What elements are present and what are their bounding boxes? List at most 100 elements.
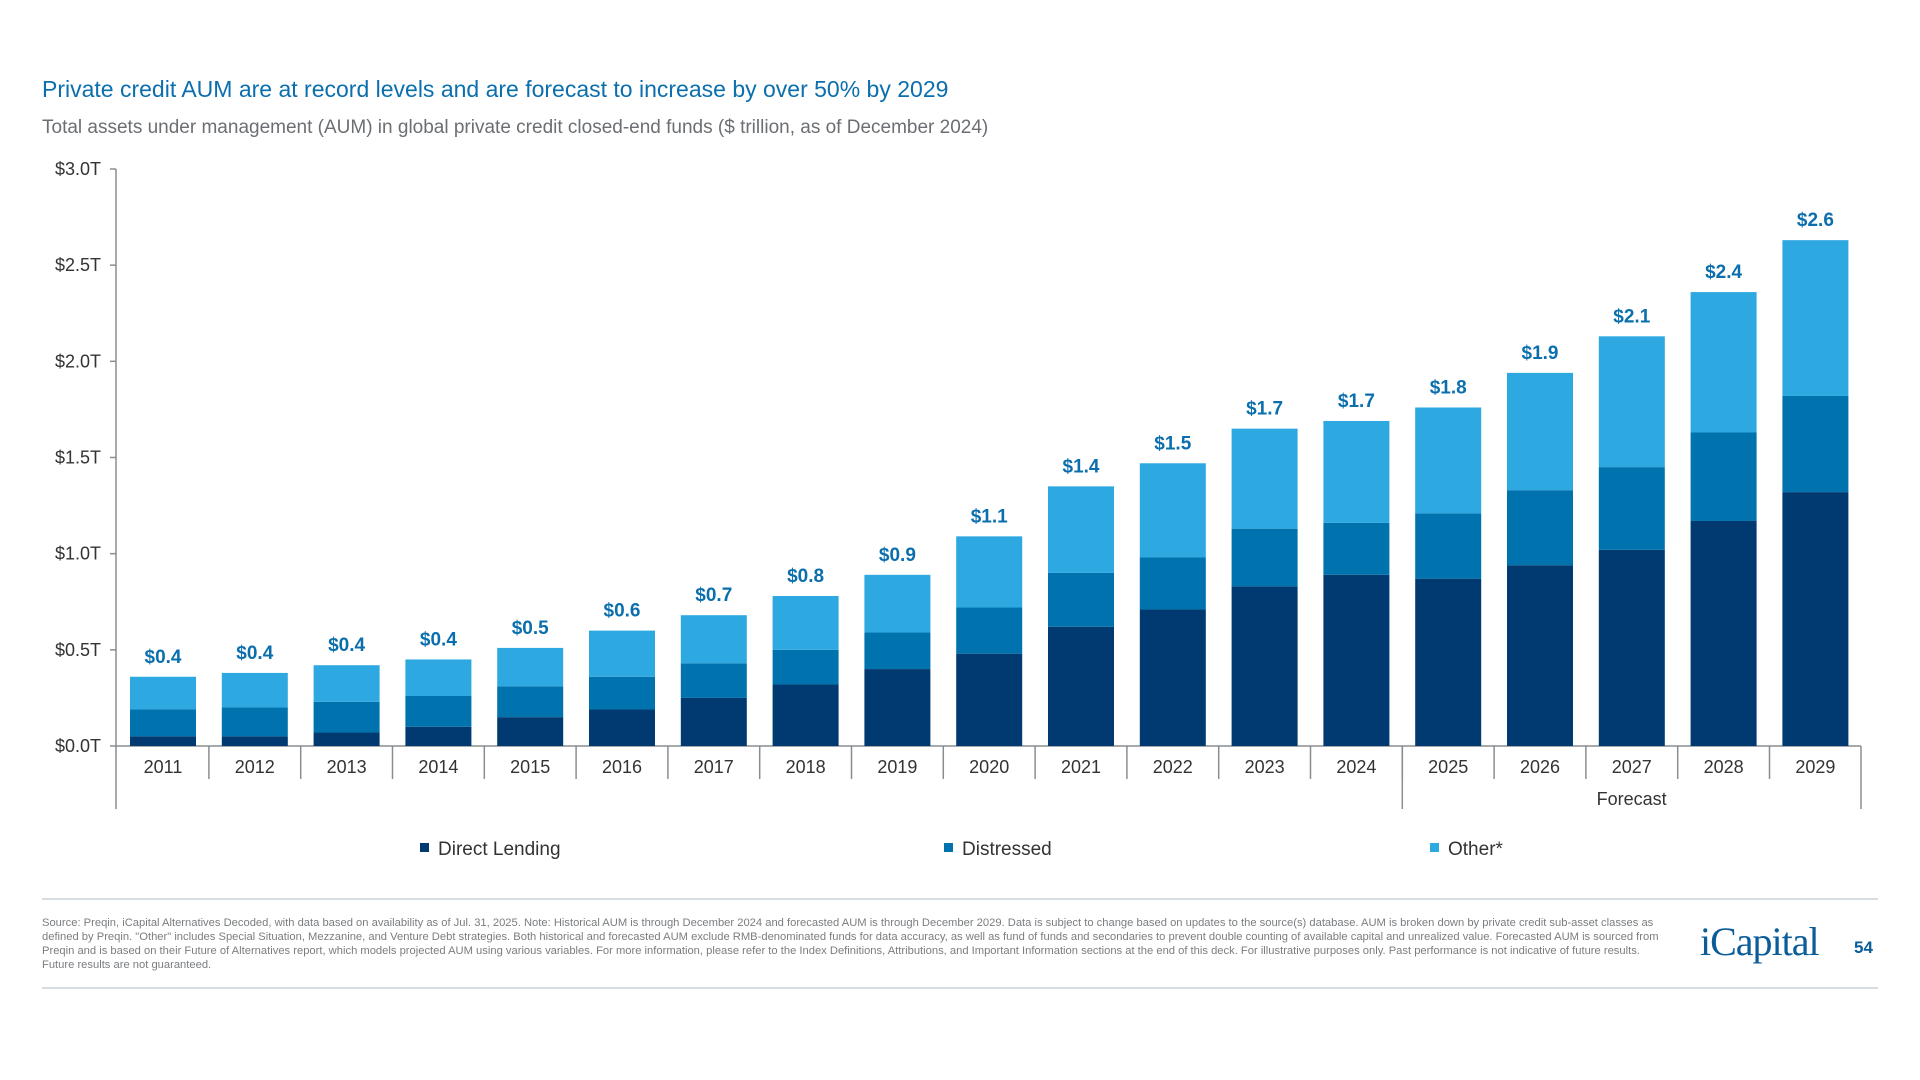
- chart-subtitle: Total assets under management (AUM) in g…: [42, 117, 989, 138]
- bar-total-label: $0.4: [145, 647, 182, 668]
- bar-segment-direct-lending: [864, 669, 931, 746]
- chart-title: Private credit AUM are at record levels …: [42, 76, 949, 102]
- bar-segment-direct-lending: [221, 736, 288, 746]
- bar-total-label: $0.6: [604, 601, 641, 622]
- x-tick-label: 2023: [1245, 757, 1285, 777]
- bar-total-label: $2.4: [1705, 262, 1742, 283]
- x-tick-label: 2027: [1612, 757, 1652, 777]
- x-tick-label: 2017: [694, 757, 734, 777]
- x-tick-label: 2014: [418, 757, 458, 777]
- bar-segment-direct-lending: [1507, 565, 1573, 746]
- bar-segment-other: [221, 672, 288, 708]
- legend-label: Direct Lending: [438, 839, 561, 860]
- bar-segment-direct-lending: [1598, 549, 1665, 746]
- bar-segment-other: [680, 615, 747, 664]
- bar-segment-direct-lending: [956, 653, 1023, 746]
- bar-segment-direct-lending: [130, 736, 196, 746]
- bar-total-label: $1.5: [1154, 433, 1191, 454]
- bar-total-label: $1.7: [1338, 391, 1375, 412]
- bar-segment-distressed: [772, 649, 839, 685]
- bar-segment-other: [956, 536, 1023, 608]
- bar-segment-direct-lending: [1323, 574, 1390, 746]
- bar-segment-direct-lending: [680, 697, 747, 746]
- bar-total-label: $1.1: [971, 506, 1008, 527]
- bar-segment-distressed: [405, 695, 472, 727]
- bar-segment-other: [1415, 407, 1482, 514]
- legend-swatch: [420, 843, 429, 852]
- bar-segment-distressed: [1507, 490, 1573, 566]
- y-tick-label: $3.0T: [55, 159, 101, 179]
- legend-swatch: [944, 843, 953, 852]
- bar-segment-direct-lending: [1139, 609, 1206, 746]
- legend-swatch: [1430, 843, 1439, 852]
- bar-segment-other: [313, 665, 380, 702]
- y-tick-label: $2.0T: [55, 351, 101, 371]
- bar-total-label: $0.9: [879, 545, 916, 566]
- x-tick-label: 2013: [327, 757, 367, 777]
- bar-segment-direct-lending: [313, 732, 380, 746]
- y-tick-label: $1.0T: [55, 544, 101, 564]
- forecast-group-label: Forecast: [1597, 789, 1667, 809]
- bar-segment-direct-lending: [1048, 626, 1114, 746]
- bar-segment-direct-lending: [497, 717, 564, 746]
- bar-segment-other: [1598, 336, 1665, 468]
- bar-segment-other: [589, 630, 655, 677]
- bar-total-label: $1.7: [1246, 399, 1283, 420]
- bar-total-label: $1.8: [1430, 377, 1467, 398]
- bar-total-label: $2.1: [1613, 306, 1650, 327]
- source-note: Source: Preqin, iCapital Alternatives De…: [42, 917, 1659, 971]
- bar-total-label: $0.5: [512, 618, 549, 639]
- bar-segment-distressed: [680, 663, 747, 698]
- bar-segment-other: [1323, 420, 1390, 523]
- bar-segment-distressed: [1231, 528, 1298, 587]
- y-tick-label: $0.0T: [55, 736, 101, 756]
- bar-total-label: $0.4: [328, 635, 365, 656]
- x-tick-label: 2016: [602, 757, 642, 777]
- divider-bottom: [42, 987, 1878, 989]
- bar-segment-distressed: [1598, 467, 1665, 550]
- x-tick-label: 2018: [786, 757, 826, 777]
- divider-top: [42, 898, 1878, 900]
- y-tick-label: $2.5T: [55, 255, 101, 275]
- x-tick-label: 2021: [1061, 757, 1101, 777]
- bar-segment-other: [405, 659, 472, 696]
- x-tick-label: 2026: [1520, 757, 1560, 777]
- bar-segment-direct-lending: [772, 684, 839, 746]
- legend-label: Distressed: [962, 839, 1052, 860]
- bar-segment-distressed: [956, 607, 1023, 654]
- bar-segment-direct-lending: [589, 709, 655, 746]
- bar-segment-direct-lending: [1690, 520, 1757, 746]
- bar-segment-other: [130, 676, 196, 710]
- bar-segment-other: [1048, 486, 1114, 573]
- bar-segment-distressed: [1048, 572, 1114, 627]
- x-tick-label: 2025: [1428, 757, 1468, 777]
- bar-segment-other: [497, 647, 564, 687]
- bar-total-label: $0.4: [236, 643, 273, 664]
- bar-segment-direct-lending: [1231, 586, 1298, 746]
- bar-segment-other: [1690, 292, 1757, 433]
- bar-segment-distressed: [1139, 557, 1206, 610]
- bar-total-label: $2.6: [1797, 210, 1834, 231]
- bar-segment-distressed: [313, 701, 380, 733]
- bar-segment-distressed: [130, 709, 196, 737]
- x-tick-label: 2028: [1704, 757, 1744, 777]
- x-tick-label: 2029: [1795, 757, 1835, 777]
- bar-segment-other: [1507, 372, 1573, 491]
- icapital-logo: iCapital: [1700, 919, 1820, 964]
- bar-segment-distressed: [864, 632, 931, 670]
- x-tick-label: 2011: [144, 757, 183, 777]
- x-tick-label: 2012: [235, 757, 275, 777]
- y-tick-label: $0.5T: [55, 640, 101, 660]
- bar-total-label: $1.9: [1522, 343, 1559, 364]
- bar-segment-other: [1231, 428, 1298, 529]
- bar-segment-direct-lending: [405, 726, 472, 746]
- bar-segment-distressed: [1415, 513, 1482, 579]
- x-tick-label: 2022: [1153, 757, 1193, 777]
- bar-segment-other: [772, 595, 839, 650]
- bar-total-label: $1.4: [1063, 456, 1100, 477]
- bar-segment-distressed: [1782, 395, 1849, 493]
- x-tick-label: 2024: [1336, 757, 1376, 777]
- bar-segment-direct-lending: [1782, 492, 1849, 746]
- page-number: 54: [1854, 938, 1873, 957]
